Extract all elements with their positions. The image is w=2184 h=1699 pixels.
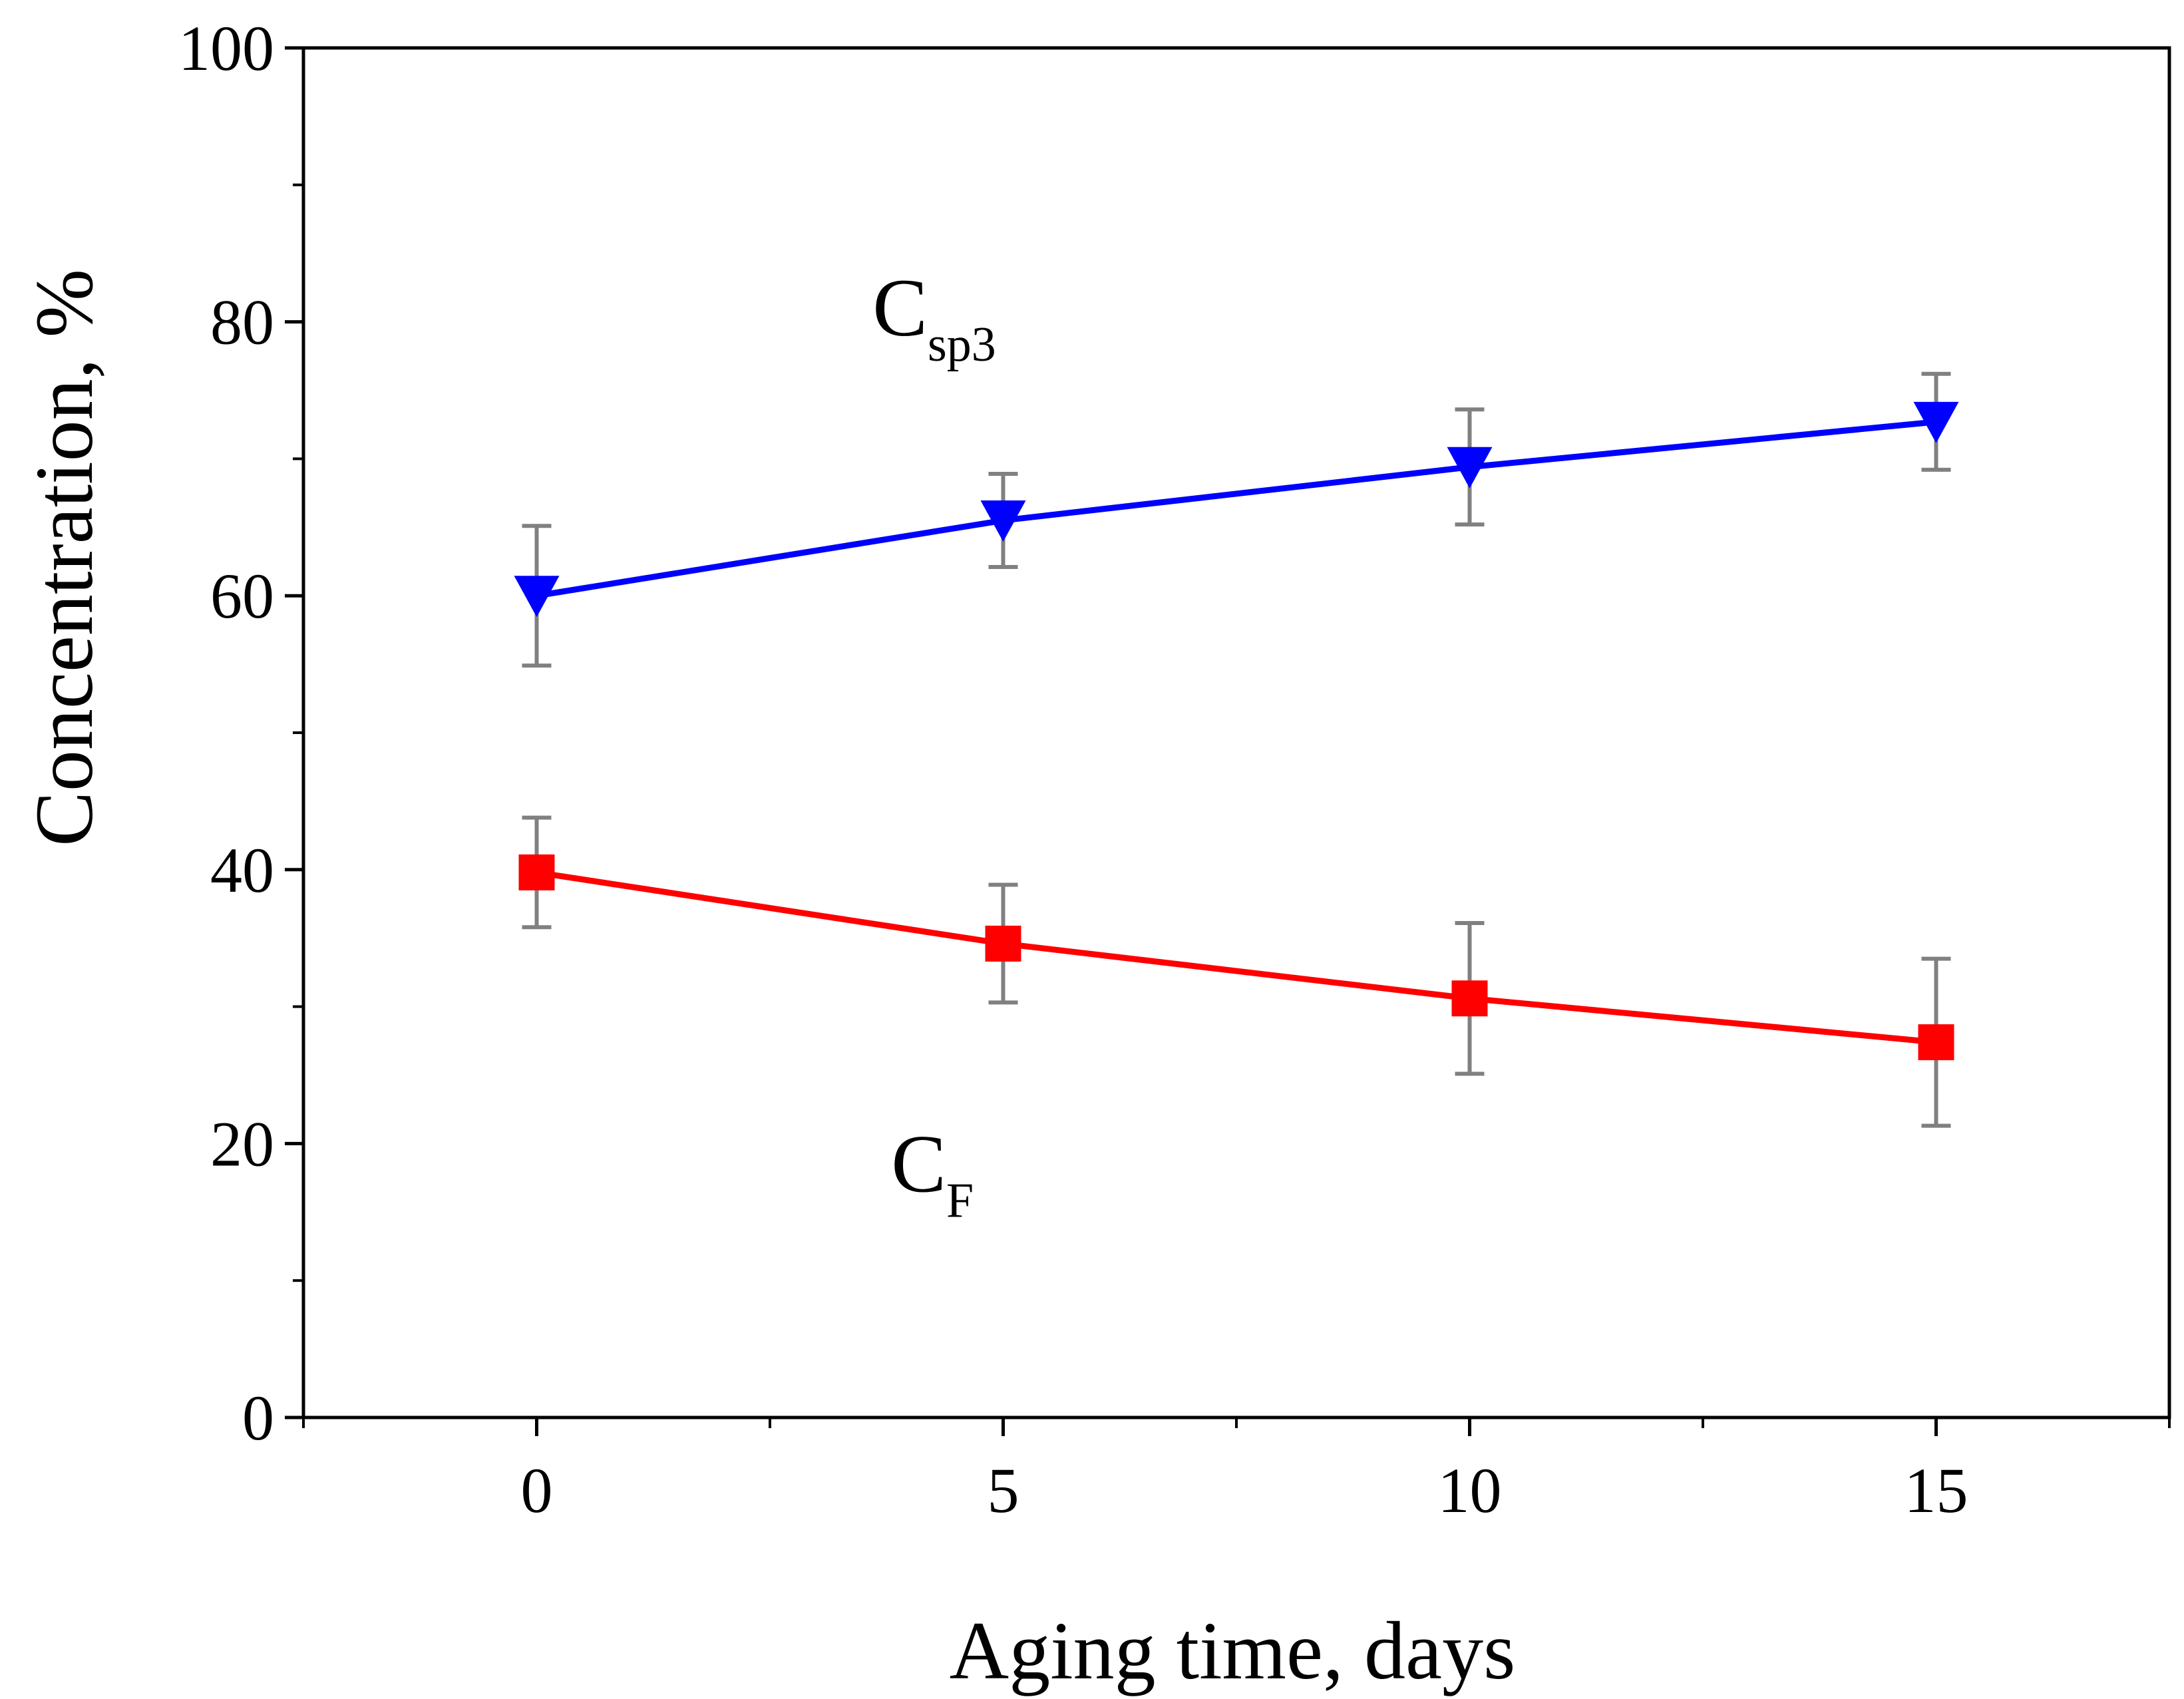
- series-line-csp3: [536, 419, 1936, 599]
- data-point-cf: [518, 854, 555, 890]
- axes: 0 20 40 60 80 100 0 5 10 15: [178, 13, 2171, 1526]
- series-label-cf: CF: [891, 1118, 974, 1228]
- y-tick-label: 0: [242, 1382, 274, 1453]
- x-tick-label: 15: [1905, 1455, 1968, 1526]
- y-axis-title: Concentration, %: [19, 269, 110, 847]
- series-label-sub: sp3: [928, 317, 996, 372]
- series-lines: [536, 419, 1936, 1045]
- series-markers: [514, 401, 1959, 1061]
- y-tick-label: 80: [210, 287, 274, 358]
- y-tick-label: 100: [178, 13, 274, 84]
- y-tick-label: 60: [210, 560, 274, 632]
- x-tick-label: 10: [1438, 1455, 1502, 1526]
- series-label-main: C: [891, 1118, 946, 1209]
- y-tick-label: 40: [210, 835, 274, 906]
- data-point-cf: [985, 925, 1021, 962]
- series-line-cf: [536, 869, 1936, 1045]
- data-point-cf: [1451, 980, 1488, 1017]
- series-label-csp3: Csp3: [872, 262, 996, 372]
- data-point-csp3: [1447, 447, 1493, 488]
- data-point-cf: [1918, 1024, 1954, 1061]
- y-tick-label: 20: [210, 1108, 274, 1179]
- series-label-main: C: [872, 262, 928, 353]
- x-tick-label: 0: [521, 1455, 553, 1526]
- series-label-sub: F: [946, 1173, 974, 1228]
- data-point-csp3: [1913, 401, 1959, 443]
- error-bars: [522, 371, 1951, 1128]
- data-point-csp3: [514, 576, 560, 618]
- x-tick-label: 5: [988, 1455, 1019, 1526]
- data-point-csp3: [980, 500, 1026, 542]
- x-axis-title: Aging time, days: [950, 1605, 1516, 1696]
